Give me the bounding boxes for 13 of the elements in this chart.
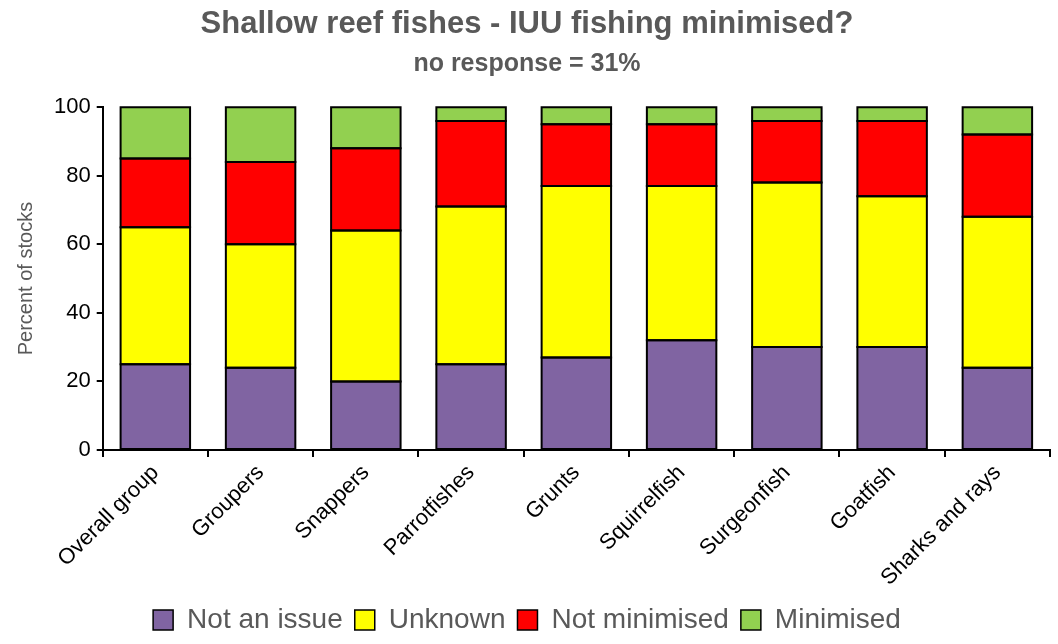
y-axis-title: Percent of stocks xyxy=(13,201,36,356)
y-tick-label: 60 xyxy=(66,230,91,256)
y-tick-label: 80 xyxy=(66,161,91,187)
chart-title: Shallow reef fishes - IUU fishing minimised? xyxy=(200,5,854,41)
legend-label: Not minimised xyxy=(551,602,729,634)
y-tick-label: 0 xyxy=(78,435,91,461)
y-tick-label: 40 xyxy=(66,298,91,324)
legend-label: Minimised xyxy=(774,602,901,634)
y-tick-label: 20 xyxy=(66,367,91,393)
y-tick-label: 100 xyxy=(53,93,91,119)
chart-subtitle: no response = 31% xyxy=(413,48,641,77)
legend-label: Not an issue xyxy=(187,602,343,634)
legend-label: Unknown xyxy=(388,602,506,634)
